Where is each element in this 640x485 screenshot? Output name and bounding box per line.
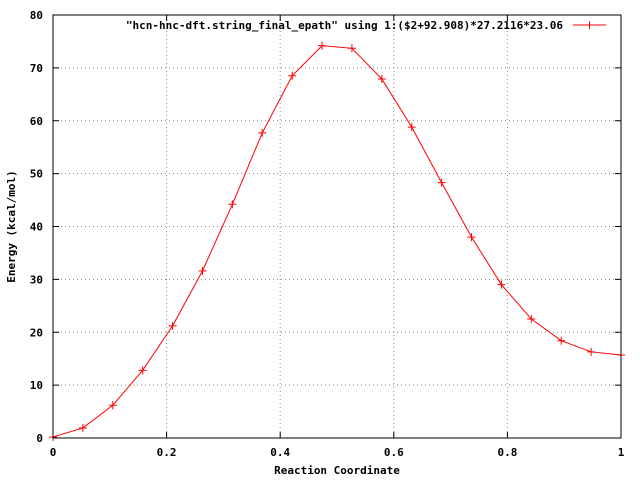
x-tick-label: 0.4	[270, 446, 290, 459]
x-tick-label: 1	[618, 446, 625, 459]
x-tick-label: 0.6	[384, 446, 404, 459]
y-tick-label: 50	[30, 168, 43, 181]
y-tick-label: 0	[36, 432, 43, 445]
legend-marker	[585, 21, 594, 29]
data-point	[258, 128, 267, 137]
data-point	[527, 315, 536, 324]
data-point	[407, 123, 416, 132]
data-point	[377, 74, 386, 83]
gridlines	[53, 15, 621, 438]
data-point	[347, 44, 356, 53]
legend: "hcn-hnc-dft.string_final_epath" using 1…	[126, 19, 606, 32]
y-tick-label: 60	[30, 115, 43, 128]
data-point	[78, 423, 87, 432]
tick-labels: 0 10 20 30 40 50 60 70 80 0 0.2 0.4 0.6 0.8 1	[30, 9, 625, 459]
y-tick-label: 30	[30, 273, 43, 286]
x-axis-title: Reaction Coordinate	[274, 464, 400, 477]
series-line	[52, 45, 622, 438]
data-point	[437, 178, 446, 187]
data-point	[467, 233, 476, 242]
data-point	[138, 366, 147, 375]
data-point	[557, 336, 566, 345]
x-tick-label: 0.2	[157, 446, 177, 459]
x-tick-label: 0	[50, 446, 57, 459]
data-point	[108, 401, 117, 410]
y-axis-title: Energy (kcal/mol)	[5, 170, 18, 283]
data-point	[198, 266, 207, 275]
y-tick-label: 10	[30, 379, 43, 392]
data-point	[228, 200, 237, 209]
data-point	[168, 321, 177, 330]
series-layer	[49, 41, 625, 441]
x-tick-label: 0.8	[497, 446, 517, 459]
y-tick-label: 20	[30, 326, 43, 339]
data-point	[587, 347, 596, 356]
data-point	[497, 280, 506, 289]
y-tick-label: 70	[30, 62, 43, 75]
legend-label: "hcn-hnc-dft.string_final_epath" using 1…	[126, 19, 563, 32]
data-point	[318, 41, 327, 50]
data-point	[288, 71, 297, 80]
y-tick-label: 80	[30, 9, 43, 22]
y-tick-label: 40	[30, 221, 43, 234]
